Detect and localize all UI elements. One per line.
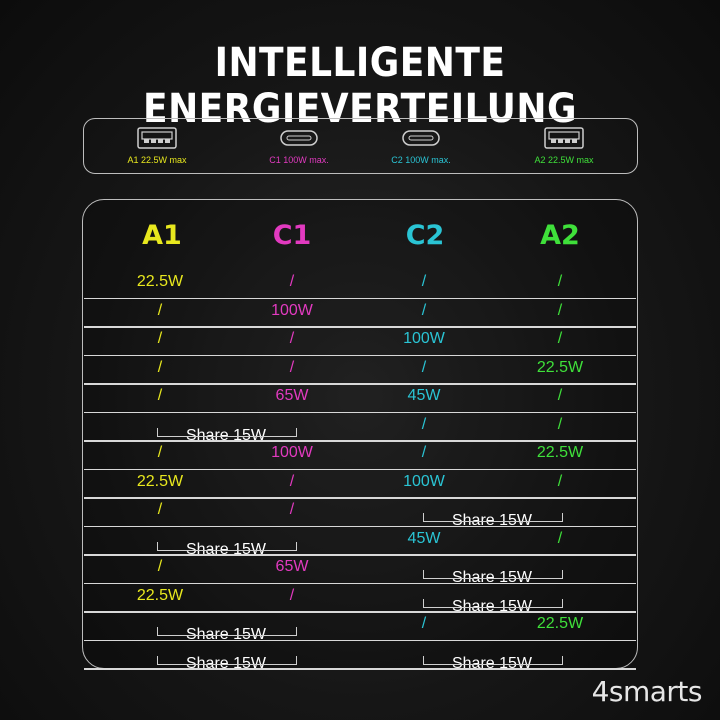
share-bracket — [423, 598, 563, 608]
row-divider — [84, 411, 636, 413]
column-header-c2: C2 — [405, 220, 445, 251]
row-divider — [84, 554, 636, 556]
cell-c2: 45W — [407, 387, 441, 404]
port-overview-panel: A1 22.5W max C1 100W max. C2 100W max. A… — [83, 118, 638, 174]
row-divider — [84, 582, 636, 584]
cell-a2: / — [557, 273, 563, 290]
cell-a2: / — [557, 529, 563, 547]
cell-a2: / — [557, 301, 563, 319]
cell-a1: / — [157, 444, 163, 461]
share-label: Share 15W — [451, 654, 533, 672]
port-label-c1: C1 100W max. — [269, 155, 329, 165]
row-divider — [84, 611, 636, 613]
cell-a2: / — [557, 415, 563, 433]
share-bracket — [157, 655, 297, 665]
cell-a2: / — [557, 330, 563, 347]
usb-a-icon — [544, 127, 584, 149]
share-bracket — [157, 427, 297, 437]
share-label: Share 15W — [185, 626, 267, 643]
share-label: Share 15W — [451, 569, 533, 586]
cell-a2: 22.5W — [536, 358, 584, 376]
cell-c1: / — [289, 501, 295, 518]
row-divider — [84, 326, 636, 328]
port-c2: C2 100W max. — [366, 127, 476, 165]
cell-a1: 22.5W — [136, 586, 184, 604]
row-divider — [84, 497, 636, 499]
cell-c2: 100W — [403, 330, 445, 347]
usb-c-icon — [280, 130, 318, 146]
brand-logo: 4smarts — [591, 675, 703, 708]
cell-c2: / — [421, 415, 427, 433]
port-c1: C1 100W max. — [244, 127, 354, 165]
column-header-a1: A1 — [142, 220, 182, 251]
column-header-c1: C1 — [272, 220, 312, 251]
share-label: Share 15W — [185, 540, 267, 558]
cell-a1: / — [157, 358, 163, 376]
cell-c1: 65W — [275, 387, 309, 404]
page-title: INTELLIGENTE ENERGIEVERTEILUNG — [143, 40, 577, 132]
port-a1: A1 22.5W max — [102, 127, 212, 165]
cell-c2: / — [421, 358, 427, 376]
row-divider — [84, 440, 636, 442]
cell-a2: 22.5W — [536, 444, 584, 461]
share-bracket — [157, 541, 297, 551]
cell-c1: / — [289, 358, 295, 376]
cell-c1: 100W — [271, 444, 313, 461]
cell-a1: / — [157, 501, 163, 518]
share-label: Share 15W — [451, 512, 533, 529]
usb-a-icon — [137, 127, 177, 149]
cell-a1: / — [157, 558, 163, 575]
cell-c1: 65W — [275, 558, 309, 575]
row-divider — [84, 468, 636, 470]
cell-c1: / — [289, 330, 295, 347]
cell-c1: 100W — [271, 301, 313, 319]
share-bracket — [157, 627, 297, 636]
cell-a1: / — [157, 387, 163, 404]
cell-a2: / — [557, 472, 563, 490]
share-label: Share 15W — [185, 654, 267, 672]
cell-c2: / — [421, 444, 427, 461]
cell-c2: 45W — [407, 529, 441, 547]
cell-a1: / — [157, 330, 163, 347]
row-divider — [84, 525, 636, 527]
port-a2: A2 22.5W max — [509, 127, 619, 165]
cell-c1: / — [289, 273, 295, 290]
row-divider — [84, 297, 636, 299]
cell-c1: / — [289, 586, 295, 604]
cell-a1: 22.5W — [136, 472, 184, 490]
share-label: Share 15W — [185, 426, 267, 444]
port-label-c2: C2 100W max. — [391, 155, 451, 165]
row-divider — [84, 668, 636, 670]
row-divider — [84, 383, 636, 385]
column-header-a2: A2 — [540, 220, 580, 251]
share-bracket — [423, 570, 563, 579]
cell-c1: / — [289, 472, 295, 490]
cell-a1: 22.5W — [136, 273, 184, 290]
usb-c-icon — [402, 130, 440, 146]
row-divider — [84, 639, 636, 641]
port-label-a1: A1 22.5W max — [127, 155, 187, 165]
share-bracket — [423, 513, 563, 522]
cell-c2: / — [421, 615, 427, 632]
distribution-table — [82, 199, 638, 669]
cell-c2: / — [421, 301, 427, 319]
cell-a1: / — [157, 301, 163, 319]
port-label-a2: A2 22.5W max — [534, 155, 594, 165]
cell-a2: 22.5W — [536, 615, 584, 632]
share-label: Share 15W — [451, 597, 533, 615]
cell-c2: / — [421, 273, 427, 290]
row-divider — [84, 354, 636, 356]
cell-c2: 100W — [403, 472, 445, 490]
cell-a2: / — [557, 387, 563, 404]
share-bracket — [423, 655, 563, 665]
